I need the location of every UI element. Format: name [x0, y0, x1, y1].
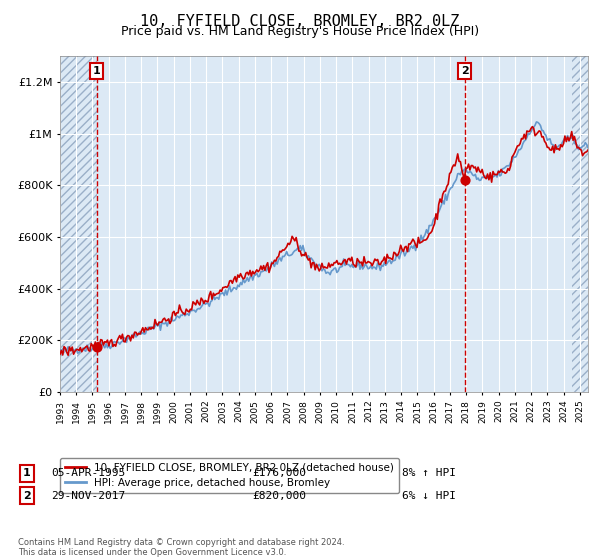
- Text: Price paid vs. HM Land Registry's House Price Index (HPI): Price paid vs. HM Land Registry's House …: [121, 25, 479, 38]
- Bar: [60, 56, 97, 392]
- Bar: [572, 56, 588, 392]
- Text: 29-NOV-2017: 29-NOV-2017: [51, 491, 125, 501]
- Point: [92, 342, 101, 351]
- Text: 1: 1: [23, 468, 31, 478]
- Text: 1: 1: [93, 66, 101, 76]
- Text: 2: 2: [461, 66, 469, 76]
- Legend: 10, FYFIELD CLOSE, BROMLEY, BR2 0LZ (detached house), HPI: Average price, detach: 10, FYFIELD CLOSE, BROMLEY, BR2 0LZ (det…: [60, 458, 400, 493]
- Text: 05-APR-1995: 05-APR-1995: [51, 468, 125, 478]
- Text: £820,000: £820,000: [252, 491, 306, 501]
- Text: 10, FYFIELD CLOSE, BROMLEY, BR2 0LZ: 10, FYFIELD CLOSE, BROMLEY, BR2 0LZ: [140, 14, 460, 29]
- Text: Contains HM Land Registry data © Crown copyright and database right 2024.
This d: Contains HM Land Registry data © Crown c…: [18, 538, 344, 557]
- Text: 8% ↑ HPI: 8% ↑ HPI: [402, 468, 456, 478]
- Text: £176,000: £176,000: [252, 468, 306, 478]
- Text: 2: 2: [23, 491, 31, 501]
- Point: [460, 176, 469, 185]
- Text: 6% ↓ HPI: 6% ↓ HPI: [402, 491, 456, 501]
